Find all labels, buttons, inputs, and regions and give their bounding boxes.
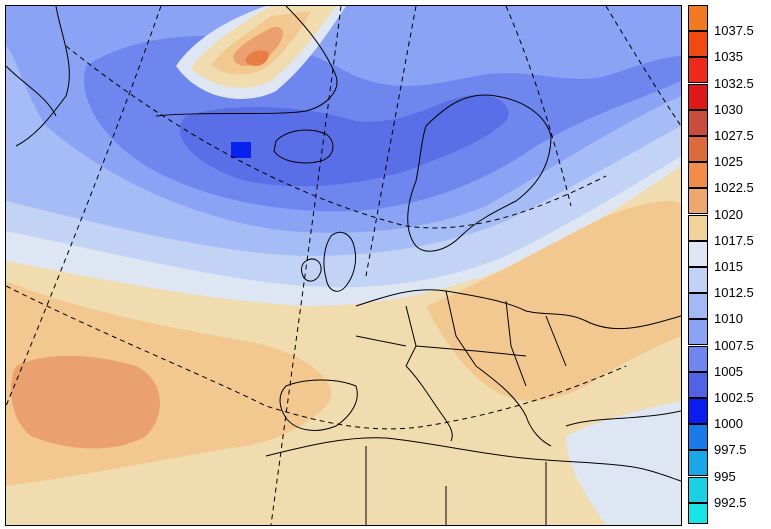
legend-swatch bbox=[688, 476, 708, 503]
legend-label: 1035 bbox=[714, 49, 743, 65]
legend-label: 1017.5 bbox=[714, 232, 754, 248]
legend-label: 995 bbox=[714, 468, 736, 484]
band-1025-greenland bbox=[245, 50, 269, 66]
legend-label: 1005 bbox=[714, 363, 743, 379]
legend-label: 1002.5 bbox=[714, 390, 754, 405]
graticule bbox=[6, 6, 681, 525]
legend-label: 1022.5 bbox=[714, 180, 754, 196]
legend-swatch bbox=[688, 162, 708, 189]
legend-swatch bbox=[688, 450, 708, 477]
legend-swatch bbox=[688, 398, 708, 424]
legend-swatch bbox=[688, 240, 708, 267]
legend-label: 997.5 bbox=[714, 442, 747, 458]
legend-label: 1037.5 bbox=[714, 23, 754, 39]
legend-swatch bbox=[688, 83, 708, 110]
legend-swatch bbox=[688, 345, 708, 372]
legend-swatch bbox=[688, 31, 708, 58]
legend-swatch bbox=[688, 319, 708, 346]
legend-label: 992.5 bbox=[714, 494, 747, 510]
legend-label: 1015 bbox=[714, 259, 743, 274]
legend-swatch bbox=[688, 188, 708, 215]
legend-label: 1030 bbox=[714, 101, 743, 117]
band-1000 bbox=[231, 142, 251, 158]
legend-label: 1007.5 bbox=[714, 337, 754, 353]
pressure-legend: 1037.5 1035 1032.5 1030 1027.5 1025 1022.5 1020… bbox=[688, 5, 770, 524]
legend-swatch bbox=[688, 214, 708, 241]
legend-swatch bbox=[688, 109, 708, 136]
band-1022-5-greenland bbox=[233, 26, 283, 66]
legend-swatch bbox=[688, 371, 708, 398]
band-1015-east bbox=[566, 401, 681, 525]
legend-swatch bbox=[688, 267, 708, 293]
legend-label: 1020 bbox=[714, 206, 743, 222]
legend-label: 1010 bbox=[714, 311, 743, 327]
legend-swatch bbox=[688, 136, 708, 162]
pressure-map bbox=[5, 5, 682, 526]
legend-swatch bbox=[688, 293, 708, 320]
legend-swatch bbox=[688, 57, 708, 84]
band-1020-east bbox=[426, 200, 681, 402]
legend-label: 1025 bbox=[714, 154, 743, 170]
legend-swatch bbox=[688, 5, 708, 31]
band-1002-5 bbox=[179, 95, 509, 187]
legend-label: 1027.5 bbox=[714, 128, 754, 143]
legend-label: 1000 bbox=[714, 416, 743, 432]
legend-swatch-bottom bbox=[688, 502, 708, 524]
legend-label: 1012.5 bbox=[714, 285, 754, 301]
coastlines bbox=[6, 6, 681, 525]
legend-swatch bbox=[688, 424, 708, 451]
band-1022-5-high bbox=[11, 355, 160, 449]
legend-label: 1032.5 bbox=[714, 75, 754, 91]
